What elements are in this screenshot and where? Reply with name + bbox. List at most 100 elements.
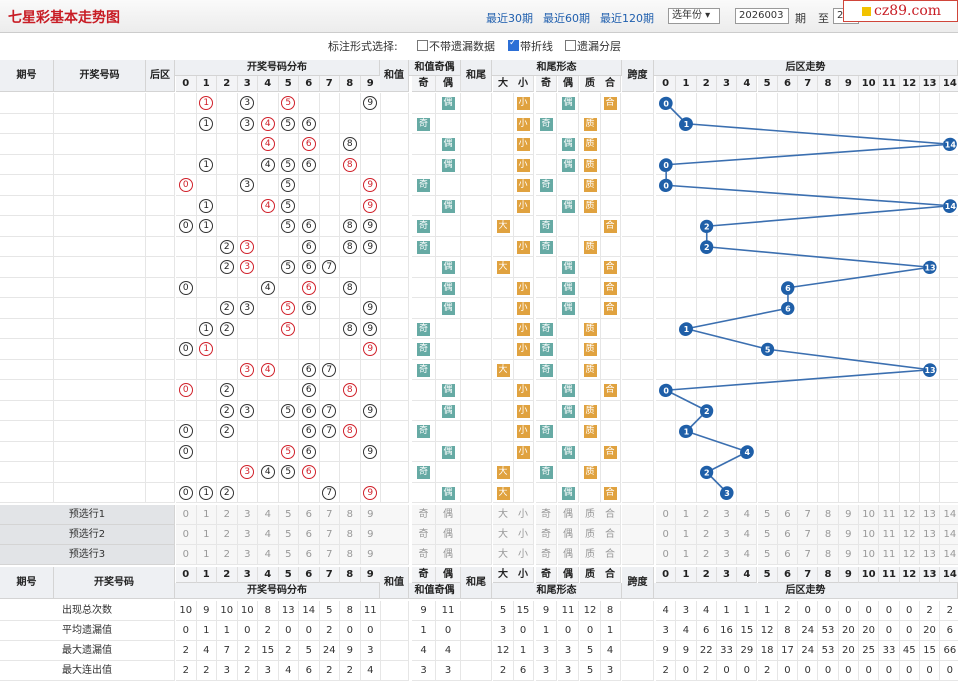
preselect-back-digit[interactable]: 0 [656,525,677,545]
preselect-back-digit[interactable]: 14 [940,545,958,565]
preselect-back-digit[interactable]: 0 [656,545,677,565]
preselect-back-digit[interactable]: 2 [696,525,717,545]
preselect-back-digit[interactable]: 6 [777,545,799,565]
recent-120-link[interactable]: 最近120期 [600,12,654,25]
preselect-form[interactable]: 奇 [536,545,557,565]
preselect-form[interactable]: 偶 [558,525,579,545]
preselect-form[interactable]: 质 [580,525,601,545]
preselect-back-digit[interactable]: 9 [838,545,859,565]
preselect-back-digit[interactable]: 11 [879,545,900,565]
preselect-digit[interactable]: 5 [278,545,299,565]
recent-30-link[interactable]: 最近30期 [486,12,533,25]
preselect-digit[interactable]: 4 [258,505,279,525]
preselect-digit[interactable]: 5 [278,505,299,525]
from-issue-input[interactable]: 2026003 [735,8,789,24]
preselect-digit[interactable]: 3 [237,505,258,525]
preselect-back-digit[interactable]: 8 [818,505,839,525]
preselect-digit[interactable]: 1 [196,545,217,565]
preselect-form[interactable]: 小 [513,525,534,545]
preselect-form[interactable]: 奇 [536,505,557,525]
preselect-back-digit[interactable]: 11 [879,505,900,525]
preselect-back-digit[interactable]: 2 [696,545,717,565]
preselect-form[interactable]: 大 [493,525,514,545]
preselect-digit[interactable]: 0 [176,525,197,545]
no-miss-label[interactable]: 不带遗漏数据 [429,40,495,53]
preselect-back-digit[interactable]: 13 [919,525,941,545]
preselect-back-digit[interactable]: 6 [777,525,799,545]
preselect-back-digit[interactable]: 0 [656,505,677,525]
preselect-back-digit[interactable]: 11 [879,525,900,545]
preselect-back-digit[interactable]: 9 [838,505,859,525]
preselect-digit[interactable]: 8 [340,525,361,545]
preselect-digit[interactable]: 4 [258,525,279,545]
preselect-digit[interactable]: 7 [319,545,340,565]
preselect-back-digit[interactable]: 4 [737,545,758,565]
preselect-even[interactable]: 偶 [436,545,461,565]
preselect-back-digit[interactable]: 7 [798,505,819,525]
no-miss-checkbox[interactable] [417,40,428,51]
preselect-even[interactable]: 偶 [436,525,461,545]
preselect-back-digit[interactable]: 7 [798,545,819,565]
preselect-back-digit[interactable]: 1 [676,505,697,525]
preselect-back-digit[interactable]: 13 [919,545,941,565]
preselect-back-digit[interactable]: 1 [676,525,697,545]
preselect-back-digit[interactable]: 1 [676,545,697,565]
preselect-digit[interactable]: 9 [360,525,381,545]
preselect-back-digit[interactable]: 9 [838,525,859,545]
preselect-back-digit[interactable]: 6 [777,505,799,525]
preselect-digit[interactable]: 7 [319,525,340,545]
preselect-digit[interactable]: 0 [176,505,197,525]
preselect-odd[interactable]: 奇 [412,525,436,545]
col-issue-header[interactable]: 期号 [0,60,54,92]
preselect-digit[interactable]: 9 [360,545,381,565]
preselect-row-label[interactable]: 预选行2 [0,525,175,545]
preselect-digit[interactable]: 2 [217,505,238,525]
preselect-back-digit[interactable]: 3 [716,505,738,525]
preselect-back-digit[interactable]: 14 [940,505,958,525]
preselect-digit[interactable]: 7 [319,505,340,525]
preselect-form[interactable]: 小 [513,505,534,525]
preselect-back-digit[interactable]: 8 [818,545,839,565]
preselect-digit[interactable]: 6 [299,505,320,525]
preselect-odd[interactable]: 奇 [412,505,436,525]
preselect-digit[interactable]: 0 [176,545,197,565]
preselect-back-digit[interactable]: 5 [757,545,778,565]
preselect-form[interactable]: 大 [493,505,514,525]
preselect-back-digit[interactable]: 5 [757,525,778,545]
preselect-digit[interactable]: 8 [340,505,361,525]
preselect-digit[interactable]: 9 [360,505,381,525]
preselect-form[interactable]: 质 [580,545,601,565]
preselect-digit[interactable]: 6 [299,525,320,545]
preselect-form[interactable]: 合 [600,525,621,545]
preselect-digit[interactable]: 2 [217,525,238,545]
preselect-form[interactable]: 大 [493,545,514,565]
preselect-back-digit[interactable]: 5 [757,505,778,525]
preselect-form[interactable]: 偶 [558,505,579,525]
preselect-form[interactable]: 合 [600,545,621,565]
preselect-back-digit[interactable]: 13 [919,505,941,525]
preselect-row-label[interactable]: 预选行3 [0,545,175,565]
preselect-back-digit[interactable]: 7 [798,525,819,545]
preselect-digit[interactable]: 1 [196,525,217,545]
preselect-form[interactable]: 偶 [558,545,579,565]
preselect-digit[interactable]: 1 [196,505,217,525]
year-select[interactable]: 选年份 ▾ [668,8,720,24]
preselect-odd[interactable]: 奇 [412,545,436,565]
line-label[interactable]: 带折线 [520,40,553,53]
preselect-digit[interactable]: 2 [217,545,238,565]
preselect-digit[interactable]: 3 [237,525,258,545]
preselect-back-digit[interactable]: 10 [859,545,880,565]
preselect-digit[interactable]: 6 [299,545,320,565]
preselect-back-digit[interactable]: 4 [737,525,758,545]
preselect-back-digit[interactable]: 3 [716,525,738,545]
bottom-issue-header[interactable]: 期号 [0,567,54,599]
preselect-back-digit[interactable]: 4 [737,505,758,525]
preselect-digit[interactable]: 3 [237,545,258,565]
preselect-back-digit[interactable]: 12 [899,505,920,525]
preselect-form[interactable]: 小 [513,545,534,565]
miss-layer-checkbox[interactable] [565,40,576,51]
preselect-row-label[interactable]: 预选行1 [0,505,175,525]
preselect-even[interactable]: 偶 [436,505,461,525]
preselect-back-digit[interactable]: 10 [859,525,880,545]
preselect-form[interactable]: 质 [580,505,601,525]
